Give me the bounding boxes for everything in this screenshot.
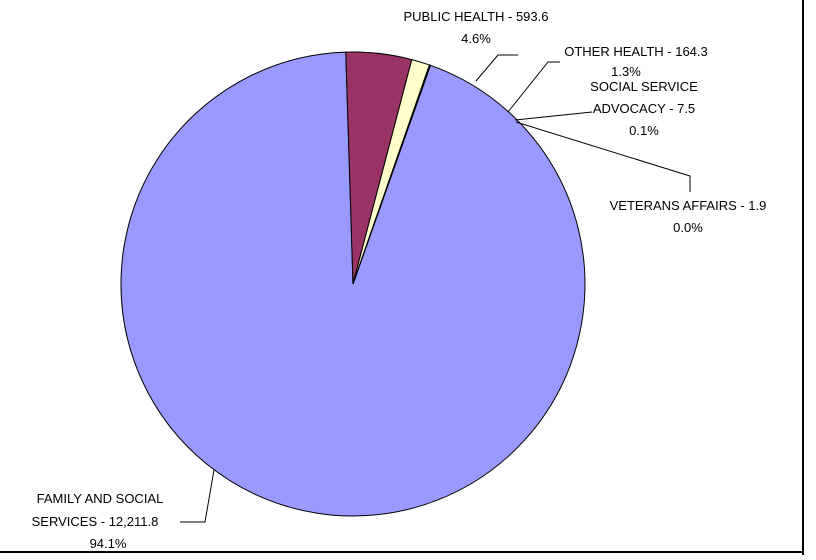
plot-frame-right-border <box>802 0 804 555</box>
leader-line-public-health <box>475 54 518 82</box>
label-social-service-advocacy-percent: 0.1% <box>629 123 659 138</box>
leader-lines <box>180 54 691 523</box>
label-family-social-percent: 94.1% <box>90 536 127 551</box>
label-family-social-line2: SERVICES - 12,211.8 <box>32 514 159 529</box>
leader-line-veterans-affairs <box>515 121 691 192</box>
slice-labels: PUBLIC HEALTH - 593.6 4.6% OTHER HEALTH … <box>32 9 767 551</box>
label-veterans-affairs-percent: 0.0% <box>673 220 703 235</box>
label-social-service-advocacy-line1: SOCIAL SERVICE <box>590 79 698 94</box>
leader-line-family-social <box>180 469 215 523</box>
plot-frame-bottom-border <box>0 551 804 553</box>
label-other-health-name: OTHER HEALTH - 164.3 <box>564 44 708 59</box>
pie-slice-veterans-affairs <box>352 64 432 285</box>
label-veterans-affairs-name: VETERANS AFFAIRS - 1.9 <box>610 198 767 213</box>
leader-line-social-service-advocacy <box>514 111 593 121</box>
label-public-health-name: PUBLIC HEALTH - 593.6 <box>404 9 549 24</box>
pie-slices <box>120 51 586 517</box>
label-family-social-line1: FAMILY AND SOCIAL <box>37 491 164 506</box>
leader-line-other-health <box>507 61 560 113</box>
label-other-health-percent: 1.3% <box>611 64 641 79</box>
label-social-service-advocacy-line2: ADVOCACY - 7.5 <box>593 101 695 116</box>
label-public-health-percent: 4.6% <box>461 31 491 46</box>
